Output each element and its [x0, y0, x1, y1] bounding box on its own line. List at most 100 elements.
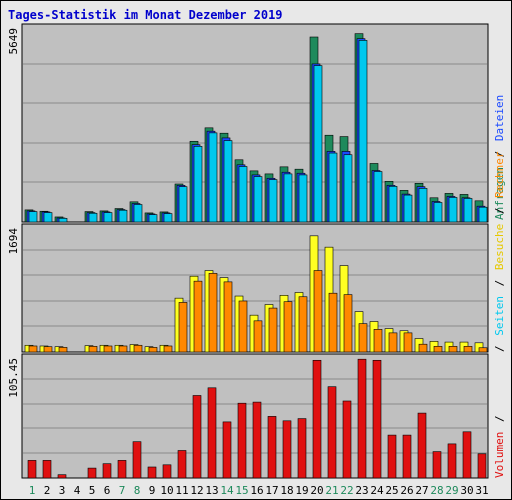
bar-rechner	[283, 301, 293, 353]
bar-volumen	[447, 443, 457, 479]
legend-rechner: Rechner	[493, 151, 506, 198]
bar-seiten	[178, 186, 188, 223]
bar-volumen	[267, 416, 277, 479]
x-label-day: 17	[265, 484, 278, 497]
bar-rechner	[463, 346, 473, 353]
x-label-day: 20	[310, 484, 323, 497]
bar-seiten	[28, 211, 38, 223]
bar-seiten	[253, 176, 263, 223]
bar-seiten	[43, 212, 53, 223]
bar-volumen	[102, 463, 112, 479]
bar-seiten	[208, 132, 218, 223]
bar-seiten	[118, 209, 128, 223]
panel-visits-max-label: 1694	[7, 228, 20, 255]
x-label-day: 24	[370, 484, 384, 497]
bar-volumen	[342, 400, 352, 479]
legend-sep: /	[493, 151, 506, 158]
x-label-day: 28	[430, 484, 443, 497]
bar-rechner	[118, 345, 128, 353]
bar-seiten	[133, 204, 143, 223]
bar-volumen	[402, 434, 412, 479]
bar-volumen	[357, 358, 367, 479]
bar-volumen	[432, 451, 442, 479]
panel-volume-max-label: 105.45	[7, 358, 20, 398]
bar-seiten	[418, 188, 428, 223]
bar-volumen	[372, 359, 382, 479]
bar-rechner	[178, 302, 188, 353]
bar-volumen	[207, 387, 217, 479]
bar-rechner	[103, 345, 113, 353]
x-label-day: 16	[250, 484, 263, 497]
bar-seiten	[388, 186, 398, 223]
bar-seiten	[103, 212, 113, 223]
x-label-day: 19	[295, 484, 308, 497]
bar-volumen	[117, 460, 127, 479]
bar-rechner	[253, 320, 263, 353]
bar-seiten	[88, 212, 98, 223]
bar-rechner	[478, 347, 488, 353]
x-label-day: 26	[400, 484, 413, 497]
bar-seiten	[238, 166, 248, 223]
x-label-day: 11	[175, 484, 188, 497]
bar-seiten	[148, 214, 158, 223]
bar-rechner	[268, 307, 278, 353]
legend-bottom: Volumen /	[493, 415, 506, 478]
bar-seiten	[358, 40, 368, 223]
bar-seiten	[373, 171, 383, 223]
x-label-day: 12	[190, 484, 203, 497]
x-label-day: 8	[134, 484, 141, 497]
bar-volumen	[252, 401, 262, 479]
bar-rechner	[133, 344, 143, 353]
bar-rechner	[148, 347, 158, 353]
legend-top: Anfragen / Dateien	[493, 95, 506, 220]
bar-volumen	[312, 359, 322, 479]
bar-seiten	[403, 194, 413, 223]
bar-seiten	[193, 146, 203, 223]
bar-rechner	[88, 346, 98, 353]
bar-rechner	[193, 280, 203, 353]
bar-marks	[24, 33, 488, 479]
legend-sep: /	[493, 208, 506, 215]
legend-sep: /	[493, 345, 506, 352]
bar-seiten	[463, 198, 473, 223]
bar-volumen	[297, 418, 307, 479]
bar-rechner	[343, 294, 353, 353]
x-label-day: 15	[235, 484, 248, 497]
bar-rechner	[448, 346, 458, 353]
bar-seiten	[268, 179, 278, 223]
bar-rechner	[358, 323, 368, 353]
bar-seiten	[163, 213, 173, 223]
bar-volumen	[57, 474, 67, 479]
bar-volumen	[147, 466, 157, 479]
x-label-day: 21	[325, 484, 338, 497]
legend-sep: /	[493, 415, 506, 422]
legend-anfragen: Anfragen	[493, 167, 506, 220]
bar-volumen	[237, 402, 247, 479]
x-label-day: 4	[74, 484, 81, 497]
bar-seiten	[298, 174, 308, 223]
bar-seiten	[58, 218, 68, 223]
bar-rechner	[58, 347, 68, 353]
bar-volumen	[327, 386, 337, 479]
legend-dateien: Dateien	[493, 95, 506, 141]
bar-rechner	[373, 329, 383, 353]
bar-seiten	[448, 197, 458, 223]
x-label-day: 23	[355, 484, 368, 497]
bar-rechner	[313, 270, 323, 353]
bar-volumen	[192, 395, 202, 479]
bar-rechner	[223, 281, 233, 353]
x-label-day: 1	[29, 484, 36, 497]
x-label-day: 31	[475, 484, 488, 497]
bar-rechner	[388, 332, 398, 353]
bar-volumen	[282, 420, 292, 479]
x-label-day: 3	[59, 484, 66, 497]
legend-volumen: Volumen	[493, 432, 506, 478]
bar-volumen	[477, 453, 487, 479]
bar-rechner	[433, 346, 443, 353]
x-label-day: 29	[445, 484, 458, 497]
bar-volumen	[462, 431, 472, 479]
bar-volumen	[87, 467, 97, 479]
bar-rechner	[28, 345, 38, 353]
x-axis-labels: 1 2 3 4 5 6 7 8 9 10 11 12 13 14 15 16 17 18 19 20 21 22 23 24 2…	[29, 484, 489, 497]
